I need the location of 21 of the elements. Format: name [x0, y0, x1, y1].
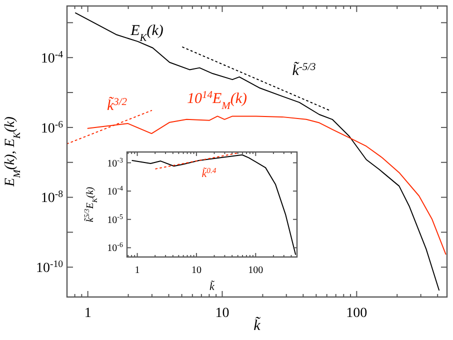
- y-tick-label: 10$^{-4}$: [40, 48, 64, 66]
- series-label: 10$^{14}$E$_{M}$(k): [186, 90, 248, 112]
- y-tick-label: 10$^{-5}$: [107, 212, 124, 226]
- series-label: k̃$^{0.4}$: [202, 166, 216, 180]
- x-tick-label: 10: [191, 265, 202, 276]
- x-tick-label: 1: [84, 306, 92, 321]
- y-tick-label: 10$^{-4}$: [107, 184, 124, 198]
- y-tick-label: 10$^{-6}$: [40, 118, 64, 136]
- x-axis-title: k̃: [210, 280, 216, 293]
- y-tick-label: 10$^{-10}$: [36, 258, 64, 276]
- x-tick-label: 100: [248, 265, 264, 276]
- y-tick-label: 10$^{-6}$: [107, 241, 124, 254]
- series-label: k̃$^{-5/3}$: [292, 61, 316, 79]
- series-label: k̃$^{3/2}$: [106, 96, 128, 114]
- series-label: E$_{K}$(k): [130, 23, 164, 44]
- y-tick-label: 10$^{-3}$: [107, 156, 124, 170]
- x-tick-label: 1: [134, 265, 140, 276]
- x-axis-title: k̃: [254, 316, 261, 334]
- x-tick-label: 100: [346, 306, 368, 321]
- y-tick-label: 10$^{-8}$: [40, 188, 64, 206]
- x-tick-label: 10: [215, 306, 230, 321]
